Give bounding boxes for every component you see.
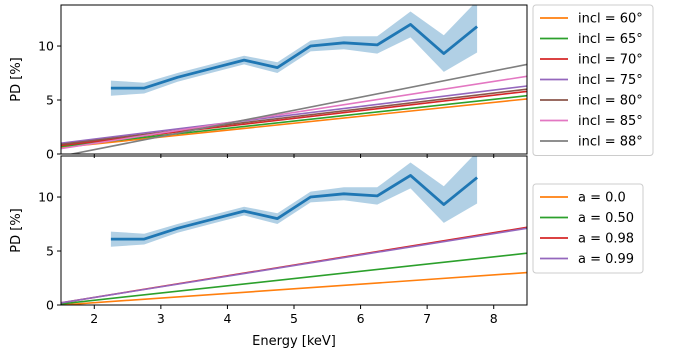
legend-label: incl = 75° bbox=[578, 73, 643, 88]
x-tick-label: 7 bbox=[423, 311, 431, 326]
series-line-4 bbox=[61, 227, 527, 304]
series-line-6 bbox=[61, 75, 527, 150]
y-tick-label: 5 bbox=[46, 93, 54, 108]
x-tick-label: 3 bbox=[157, 311, 165, 326]
y-axis-label: PD [%] bbox=[9, 57, 24, 101]
y-axis-label: PD [%] bbox=[9, 208, 24, 252]
observed-line bbox=[110, 22, 478, 90]
plot-area bbox=[61, 5, 527, 154]
legend-label: a = 0.50 bbox=[578, 211, 634, 226]
legend-label: incl = 88° bbox=[578, 135, 643, 150]
y-tick-label: 10 bbox=[38, 39, 54, 54]
plot-area bbox=[61, 156, 527, 305]
series-line-7 bbox=[68, 63, 527, 154]
series-line-2 bbox=[61, 94, 527, 148]
x-tick-label: 5 bbox=[290, 311, 298, 326]
x-tick-label: 8 bbox=[490, 311, 498, 326]
x-axis-label: Energy [keV] bbox=[252, 334, 336, 349]
y-tick-label: 10 bbox=[38, 190, 54, 205]
series-line-1 bbox=[61, 98, 527, 149]
legend-frame bbox=[532, 183, 644, 274]
series-line-5 bbox=[61, 88, 527, 146]
y-tick-label: 5 bbox=[46, 244, 54, 259]
legend-label: a = 0.99 bbox=[578, 252, 634, 267]
observed-error-band bbox=[110, 5, 478, 96]
legend-label: incl = 70° bbox=[578, 53, 643, 68]
series-line-4 bbox=[61, 85, 527, 144]
series-line-1 bbox=[61, 271, 527, 305]
legend-label: incl = 85° bbox=[578, 114, 643, 129]
x-tick-label: 2 bbox=[90, 311, 98, 326]
y-tick-label: 0 bbox=[46, 147, 54, 162]
legend-frame bbox=[532, 4, 654, 156]
legend: a = 0.0 a = 0.50 a = 0.98 a = 0.99 bbox=[532, 183, 644, 274]
legend-label: a = 0.0 bbox=[578, 191, 626, 206]
legend: incl = 60° incl = 65° incl = 70° incl = 75°… bbox=[532, 4, 654, 156]
observed-line bbox=[110, 173, 478, 241]
legend-label: incl = 60° bbox=[578, 12, 643, 27]
x-tick-label: 4 bbox=[223, 311, 231, 326]
series-line-2 bbox=[61, 252, 527, 305]
legend-label: a = 0.98 bbox=[578, 232, 634, 247]
y-tick-label: 0 bbox=[46, 298, 54, 313]
legend-label: incl = 80° bbox=[578, 94, 643, 109]
x-tick-label: 6 bbox=[357, 311, 365, 326]
legend-label: incl = 65° bbox=[578, 32, 643, 47]
top-panel: 0 5 10 PD [%] incl = 60° incl = 65° incl = 70°… bbox=[9, 4, 654, 162]
observed-error-band bbox=[110, 156, 478, 247]
